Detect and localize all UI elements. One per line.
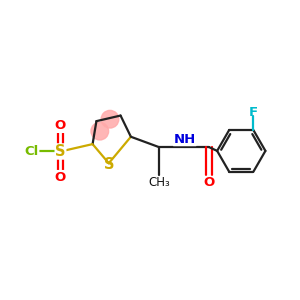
- Text: F: F: [249, 106, 258, 119]
- Circle shape: [91, 122, 109, 140]
- Text: O: O: [55, 119, 66, 132]
- Text: S: S: [103, 157, 114, 172]
- Text: Cl: Cl: [25, 145, 39, 158]
- Text: O: O: [55, 171, 66, 184]
- Text: O: O: [203, 176, 214, 190]
- Circle shape: [101, 110, 119, 128]
- Text: CH₃: CH₃: [148, 176, 170, 190]
- Text: NH: NH: [174, 133, 196, 146]
- Text: S: S: [55, 144, 66, 159]
